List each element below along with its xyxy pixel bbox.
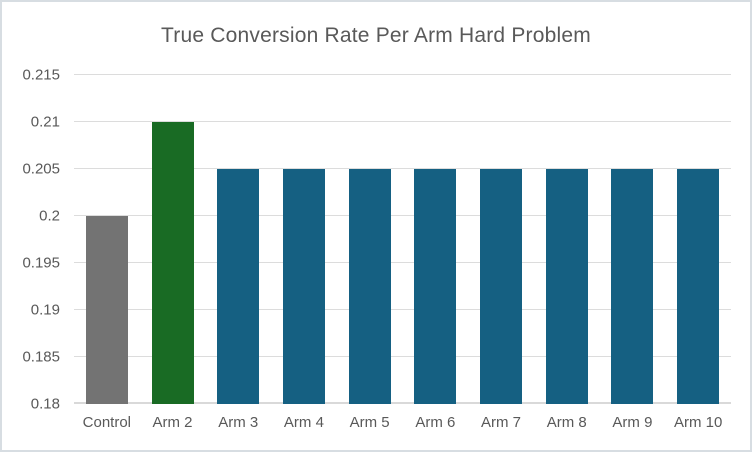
bar-arm-9 [611,169,654,404]
bar-control [85,216,128,404]
x-tick-label: Arm 5 [349,414,390,431]
bar-arm-7 [480,169,523,404]
gridline [74,74,731,75]
x-tick-label: Arm 8 [546,414,587,431]
bar-arm-2 [151,122,194,404]
x-tick-label: Arm 6 [415,414,456,431]
x-tick-label: Arm 10 [673,414,723,431]
gridline [74,262,731,263]
x-tick-label: Arm 2 [152,414,193,431]
x-tick-label: Control [82,414,132,431]
y-tick-label: 0.205 [22,160,60,178]
gridline [74,215,731,216]
bar-arm-10 [677,169,720,404]
gridline [74,121,731,122]
x-tick-label: Arm 7 [481,414,522,431]
x-tick-label: Arm 3 [218,414,259,431]
bar-arm-3 [217,169,260,404]
y-tick-label: 0.2 [39,207,60,225]
gridline [74,309,731,310]
y-tick-label: 0.185 [22,348,60,366]
y-tick-label: 0.18 [30,395,60,413]
y-tick-label: 0.215 [22,66,60,84]
x-tick-label: Arm 4 [283,414,324,431]
plot-area [74,74,731,404]
bar-arm-6 [414,169,457,404]
chart-title: True Conversion Rate Per Arm Hard Proble… [161,24,591,47]
x-axis: Control Arm 2 Arm 3 Arm 4 Arm 5 Arm 6 Arm 7 Arm… [74,414,731,436]
y-tick-label: 0.21 [30,113,60,131]
y-tick-label: 0.19 [30,301,60,319]
bar-arm-8 [545,169,588,404]
y-axis: 0.18 0.185 0.19 0.195 0.2 0.205 0.21 0.215 [2,68,66,412]
bar-arm-5 [348,169,391,404]
x-tick-label: Arm 9 [612,414,653,431]
x-axis-line [74,402,731,404]
y-tick-label: 0.195 [22,254,60,272]
gridline [74,356,731,357]
gridline [74,168,731,169]
bar-arm-4 [282,169,325,404]
